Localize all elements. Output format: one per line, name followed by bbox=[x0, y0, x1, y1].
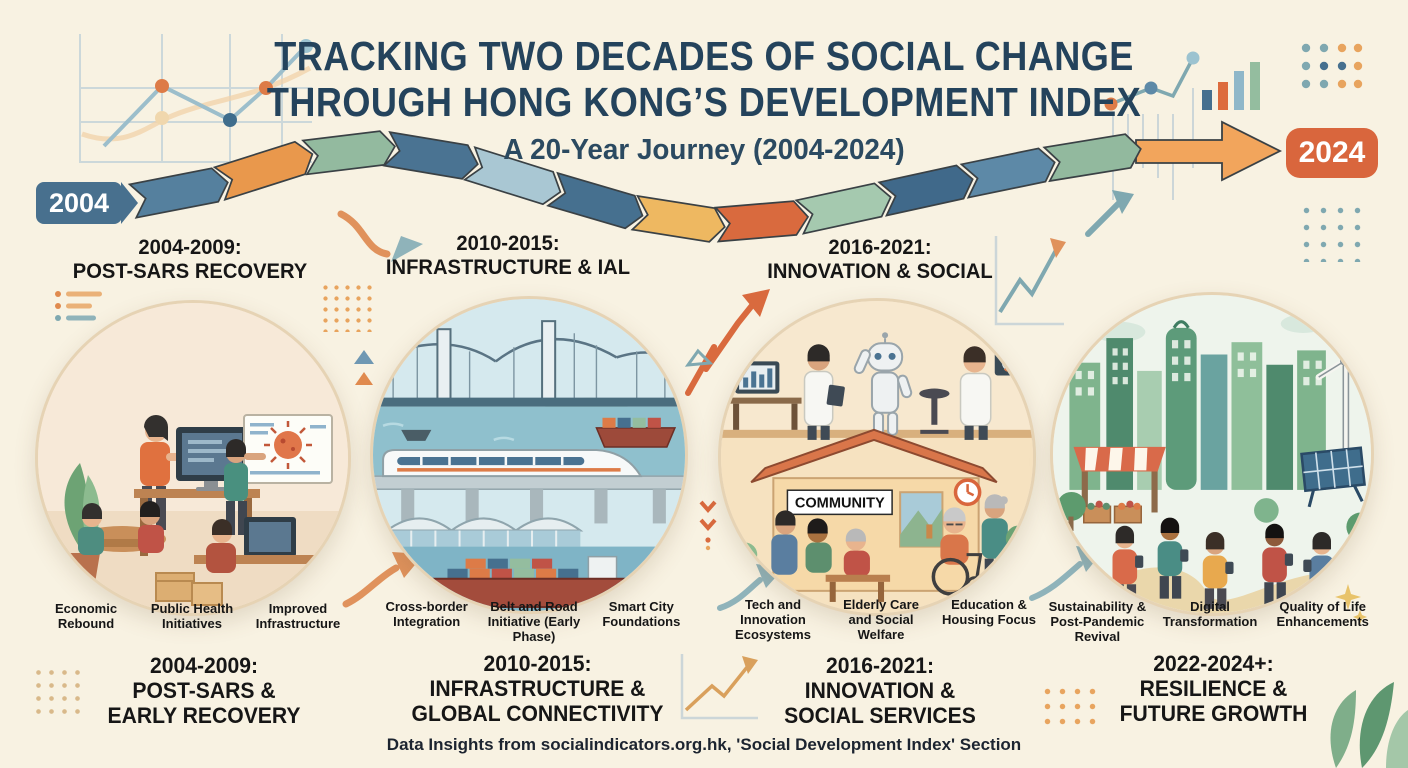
chevron-accents bbox=[699, 500, 717, 551]
scene-innovation-social: COMMUNITY bbox=[718, 298, 1036, 616]
pointing-person bbox=[224, 439, 266, 535]
terminal-building-icon bbox=[384, 517, 584, 547]
axes-chart-bottom-middle bbox=[680, 654, 758, 720]
footer-source-text: Data Insights from socialindicators.org.… bbox=[386, 735, 1022, 754]
timeline-chevron-segment bbox=[462, 145, 562, 206]
key-point-label: Belt and Road Initiative (Early Phase) bbox=[487, 599, 581, 644]
timeline-chevron-segment bbox=[877, 164, 974, 217]
section2-bottom-heading: 2010-2015: INFRASTRUCTURE & GLOBAL CONNE… bbox=[411, 651, 664, 726]
key-point-label: Digital Transformation bbox=[1162, 599, 1258, 629]
section1-top-heading: 2004-2009: POST-SARS RECOVERY bbox=[72, 236, 308, 284]
key-point-label: Smart City Foundations bbox=[602, 599, 681, 629]
sparkle-icon bbox=[1335, 584, 1367, 624]
timeline-end-badge: 2024 bbox=[1286, 128, 1378, 178]
viaduct bbox=[373, 475, 685, 524]
person-at-second-computer bbox=[194, 517, 314, 573]
boat-icon bbox=[401, 429, 432, 441]
dot-grid-teal-right bbox=[1298, 202, 1370, 262]
whiteboard-virus-icon bbox=[243, 414, 333, 484]
header: TRACKING TWO DECADES OF SOCIAL CHANGE TH… bbox=[0, 33, 1408, 167]
page-title-line2: THROUGH HONG KONG’S DEVELOPMENT INDEX bbox=[266, 78, 1142, 125]
key-point-label: Tech and Innovation Ecosystems bbox=[735, 597, 811, 642]
dot-grid-orange-bottom bbox=[1040, 684, 1098, 726]
key-point-label: Sustainability & Post-Pandemic Revival bbox=[1048, 599, 1147, 644]
timeline-chevron-segment bbox=[1042, 133, 1142, 183]
section4-label-row: Sustainability & Post-Pandemic Revival D… bbox=[1044, 599, 1376, 645]
timeline-start-badge: 2004 bbox=[36, 182, 122, 224]
section1-bottom-heading: 2004-2009: POST-SARS & EARLY RECOVERY bbox=[107, 653, 301, 728]
solar-panel-icon bbox=[1300, 446, 1366, 508]
section3-label-row: Tech and Innovation Ecosystems Elderly C… bbox=[722, 597, 1040, 643]
high-speed-train-icon bbox=[382, 448, 643, 478]
triangle-accents bbox=[354, 350, 374, 385]
section2-label-row: Cross-border Integration Belt and Road I… bbox=[376, 599, 692, 645]
suspension-bridge-icon bbox=[373, 320, 685, 407]
stool-icon bbox=[919, 388, 950, 434]
key-point-label: Economic Rebound bbox=[54, 601, 118, 631]
robot-icon bbox=[853, 332, 913, 436]
scene-resilience-future-growth bbox=[1050, 292, 1374, 616]
key-point-label: Improved Infrastructure bbox=[255, 601, 341, 631]
straight-arrow-6 bbox=[1085, 190, 1134, 237]
dot-grid-orange-left bbox=[320, 282, 372, 332]
community-sign-label: COMMUNITY bbox=[795, 495, 885, 511]
rising-arrow-2 bbox=[684, 289, 770, 396]
bullet-list-icon bbox=[55, 291, 102, 321]
market-stall-icon bbox=[1073, 446, 1166, 524]
boxes-icon bbox=[155, 572, 223, 606]
scene-infrastructure-connectivity bbox=[370, 296, 688, 614]
seated-group bbox=[78, 501, 166, 555]
timeline-end-label: 2024 bbox=[1298, 136, 1366, 169]
dot-grid-multicolor bbox=[1301, 43, 1363, 89]
timeline-final-arrow bbox=[1135, 120, 1283, 182]
timeline-chevron-segment bbox=[959, 147, 1056, 199]
community-house: COMMUNITY bbox=[750, 428, 998, 592]
scientist-left bbox=[803, 344, 845, 440]
timeline-chevron-segment bbox=[127, 167, 229, 219]
key-point-label: Cross-border Integration bbox=[385, 599, 468, 629]
cargo-ship-small bbox=[595, 417, 677, 448]
key-point-label: Quality of Life Enhancements bbox=[1276, 599, 1369, 629]
timeline-start-label: 2004 bbox=[48, 187, 110, 218]
dot-grid-tan-bottom-left bbox=[32, 666, 84, 718]
table-group-people bbox=[771, 510, 891, 602]
timeline-chevron-segment bbox=[382, 130, 479, 180]
page-title-line1: TRACKING TWO DECADES OF SOCIAL CHANGE bbox=[274, 33, 1134, 79]
line-chart-decoration-top-left bbox=[79, 34, 313, 163]
section3-bottom-heading: 2016-2021: INNOVATION & SOCIAL SERVICES bbox=[784, 653, 976, 728]
timeline-chevron-segment bbox=[713, 200, 810, 243]
timeline-chevron-segment bbox=[630, 194, 726, 243]
line-chart-decoration-top-right bbox=[1104, 51, 1200, 200]
timeline-chevron-segment bbox=[212, 140, 314, 202]
axes-chart-right-of-heading3 bbox=[994, 236, 1066, 326]
key-point-label: Elderly Care and Social Welfare bbox=[843, 597, 919, 642]
key-point-label: Education & Housing Focus bbox=[942, 597, 1036, 627]
section2-top-heading: 2010-2015: INFRASTRUCTURE & IAL bbox=[385, 232, 631, 280]
key-point-label: Public Health Initiatives bbox=[150, 601, 234, 631]
timeline-chevron-segment bbox=[794, 182, 892, 235]
section3-top-heading: 2016-2021: INNOVATION & SOCIAL bbox=[767, 236, 993, 284]
bar-chart-decoration bbox=[1202, 62, 1260, 110]
clock-icon bbox=[953, 478, 982, 507]
section4-bottom-heading: 2022-2024+: RESILIENCE & FUTURE GROWTH bbox=[1119, 651, 1308, 726]
section1-label-row: Economic Rebound Public Health Initiativ… bbox=[36, 601, 348, 632]
timeline-chevron-segment bbox=[546, 171, 644, 230]
scene-post-sars-recovery bbox=[35, 300, 351, 616]
page-subtitle: A 20-Year Journey (2004-2024) bbox=[503, 133, 905, 166]
curved-arrow-1 bbox=[337, 210, 423, 262]
leaf-decoration bbox=[1330, 682, 1408, 768]
